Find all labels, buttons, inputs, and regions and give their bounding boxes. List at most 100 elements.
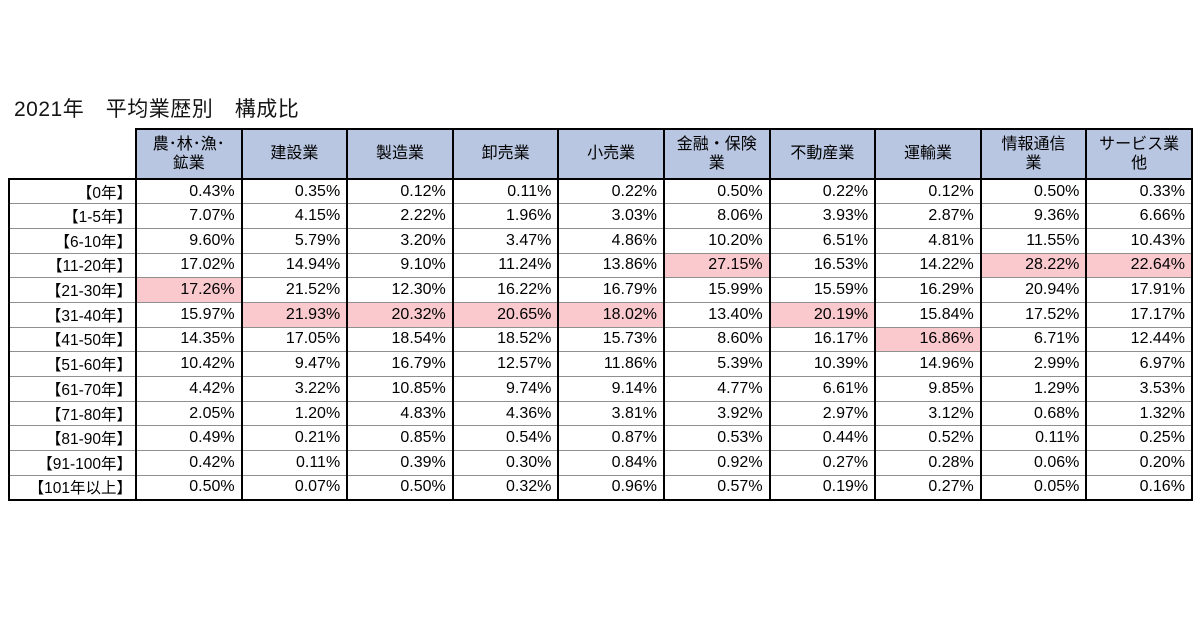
value-cell-r0-c3: 0.11% (451, 178, 560, 205)
value-cell-r0-c6: 0.22% (768, 178, 877, 205)
value-cell-r2-c0: 9.60% (135, 227, 243, 254)
row-label-5: 【31-40年】 (8, 301, 137, 328)
value-cell-r9-c4: 3.81% (557, 400, 665, 427)
value-cell-r10-c4: 0.87% (557, 425, 665, 452)
value-cell-r8-c7: 9.85% (874, 376, 982, 402)
value-cell-r10-c5: 0.53% (662, 425, 771, 452)
value-cell-r12-c4: 0.96% (557, 474, 665, 501)
table-header: 農･林･漁･ 鉱業 建設業 製造業 卸売業 小売業 金融・保険 業不動産業 運輸業 情報通信 … (9, 128, 1193, 180)
value-cell-r2-c1: 5.79% (240, 227, 349, 254)
value-cell-r1-c9: 6.66% (1085, 203, 1193, 229)
value-cell-r11-c9: 0.20% (1085, 450, 1193, 476)
value-cell-r3-c6: 16.53% (768, 252, 877, 279)
value-cell-r5-c5: 13.40% (662, 301, 771, 328)
value-cell-r6-c7: 16.86% (874, 326, 982, 353)
value-cell-r3-c3: 11.24% (451, 252, 560, 279)
value-cell-r8-c1: 3.22% (240, 376, 349, 402)
value-cell-r7-c4: 11.86% (557, 351, 665, 377)
value-cell-r1-c2: 2.22% (346, 203, 454, 229)
value-cell-r1-c5: 8.06% (662, 203, 771, 229)
value-cell-r6-c2: 18.54% (346, 326, 454, 353)
row-label-3: 【11-20年】 (8, 252, 137, 279)
value-cell-r12-c2: 0.50% (346, 474, 454, 501)
row-label-9: 【71-80年】 (8, 400, 137, 427)
value-cell-r7-c0: 10.42% (135, 351, 243, 377)
value-cell-r4-c1: 21.52% (240, 277, 349, 303)
table-body: 【0年】 0.43% 0.35% 0.12% 0.11% 0.22% 0.50% 0.22% 0… (8, 178, 1193, 501)
value-cell-r6-c3: 18.52% (451, 326, 560, 353)
page-title: 2021年 平均業歴別 構成比 (14, 98, 300, 121)
value-cell-r11-c4: 0.84% (557, 450, 665, 476)
value-cell-r10-c2: 0.85% (346, 425, 454, 452)
value-cell-r10-c0: 0.49% (135, 425, 243, 452)
value-cell-r9-c3: 4.36% (451, 400, 560, 427)
column-header-9: サービス業 他 (1085, 128, 1193, 180)
value-cell-r4-c0: 17.26% (135, 277, 243, 303)
value-cell-r9-c8: 0.68% (979, 400, 1088, 427)
value-cell-r3-c7: 14.22% (874, 252, 982, 279)
value-cell-r0-c8: 0.50% (979, 178, 1088, 205)
value-cell-r6-c5: 8.60% (662, 326, 771, 353)
value-cell-r1-c0: 7.07% (135, 203, 243, 229)
value-cell-r8-c6: 6.61% (768, 376, 877, 402)
column-header-4: 小売業 (557, 128, 665, 180)
value-cell-r9-c2: 4.83% (346, 400, 454, 427)
value-cell-r11-c7: 0.28% (874, 450, 982, 476)
value-cell-r8-c3: 9.74% (451, 376, 560, 402)
table-row-4: 【21-30年】 17.26% 21.52% 12.30% 16.22% 16.79% 15… (8, 277, 1193, 303)
value-cell-r11-c0: 0.42% (135, 450, 243, 476)
value-cell-r9-c9: 1.32% (1085, 400, 1193, 427)
row-label-12: 【101年以上】 (8, 474, 137, 501)
value-cell-r3-c5: 27.15% (662, 252, 771, 279)
table-row-5: 【31-40年】 15.97% 21.93% 20.32% 20.65% 18.02% 13… (8, 301, 1193, 328)
value-cell-r10-c1: 0.21% (240, 425, 349, 452)
value-cell-r10-c6: 0.44% (768, 425, 877, 452)
header-row: 農･林･漁･ 鉱業 建設業 製造業 卸売業 小売業 金融・保険 業不動産業 運輸業 情報通信 … (9, 128, 1193, 180)
value-cell-r12-c6: 0.19% (768, 474, 877, 501)
value-cell-r0-c2: 0.12% (346, 178, 454, 205)
value-cell-r9-c0: 2.05% (135, 400, 243, 427)
value-cell-r7-c6: 10.39% (768, 351, 877, 377)
value-cell-r7-c8: 2.99% (979, 351, 1088, 377)
value-cell-r2-c3: 3.47% (451, 227, 560, 254)
value-cell-r0-c0: 0.43% (135, 178, 243, 205)
row-label-1: 【1-5年】 (8, 203, 137, 229)
table-row-12: 【101年以上】 0.50% 0.07% 0.50% 0.32% 0.96% 0.57% 0.… (8, 474, 1193, 501)
value-cell-r5-c1: 21.93% (240, 301, 349, 328)
value-cell-r2-c4: 4.86% (557, 227, 665, 254)
column-header-5: 金融・保険 業 (662, 128, 771, 180)
value-cell-r4-c7: 16.29% (874, 277, 982, 303)
row-label-0: 【0年】 (8, 178, 137, 205)
column-header-0: 農･林･漁･ 鉱業 (135, 128, 243, 180)
value-cell-r2-c6: 6.51% (768, 227, 877, 254)
value-cell-r9-c7: 3.12% (874, 400, 982, 427)
value-cell-r5-c2: 20.32% (346, 301, 454, 328)
value-cell-r7-c9: 6.97% (1085, 351, 1193, 377)
value-cell-r2-c2: 3.20% (346, 227, 454, 254)
value-cell-r2-c5: 10.20% (662, 227, 771, 254)
value-cell-r6-c9: 12.44% (1085, 326, 1193, 353)
value-cell-r5-c7: 15.84% (874, 301, 982, 328)
value-cell-r4-c4: 16.79% (557, 277, 665, 303)
value-cell-r9-c5: 3.92% (662, 400, 771, 427)
value-cell-r1-c3: 1.96% (451, 203, 560, 229)
value-cell-r7-c7: 14.96% (874, 351, 982, 377)
value-cell-r5-c0: 15.97% (135, 301, 243, 328)
value-cell-r12-c7: 0.27% (874, 474, 982, 501)
value-cell-r2-c9: 10.43% (1085, 227, 1193, 254)
row-label-11: 【91-100年】 (8, 450, 137, 476)
value-cell-r7-c2: 16.79% (346, 351, 454, 377)
value-cell-r0-c4: 0.22% (557, 178, 665, 205)
table-row-11: 【91-100年】 0.42% 0.11% 0.39% 0.30% 0.84% 0.92% 0… (8, 450, 1193, 476)
value-cell-r11-c5: 0.92% (662, 450, 771, 476)
value-cell-r4-c9: 17.91% (1085, 277, 1193, 303)
corner-cell (9, 129, 136, 179)
value-cell-r4-c6: 15.59% (768, 277, 877, 303)
value-cell-r12-c5: 0.57% (662, 474, 771, 501)
value-cell-r5-c9: 17.17% (1085, 301, 1193, 328)
row-label-6: 【41-50年】 (8, 326, 137, 353)
value-cell-r0-c7: 0.12% (874, 178, 982, 205)
value-cell-r8-c5: 4.77% (662, 376, 771, 402)
value-cell-r8-c2: 10.85% (346, 376, 454, 402)
value-cell-r11-c8: 0.06% (979, 450, 1088, 476)
